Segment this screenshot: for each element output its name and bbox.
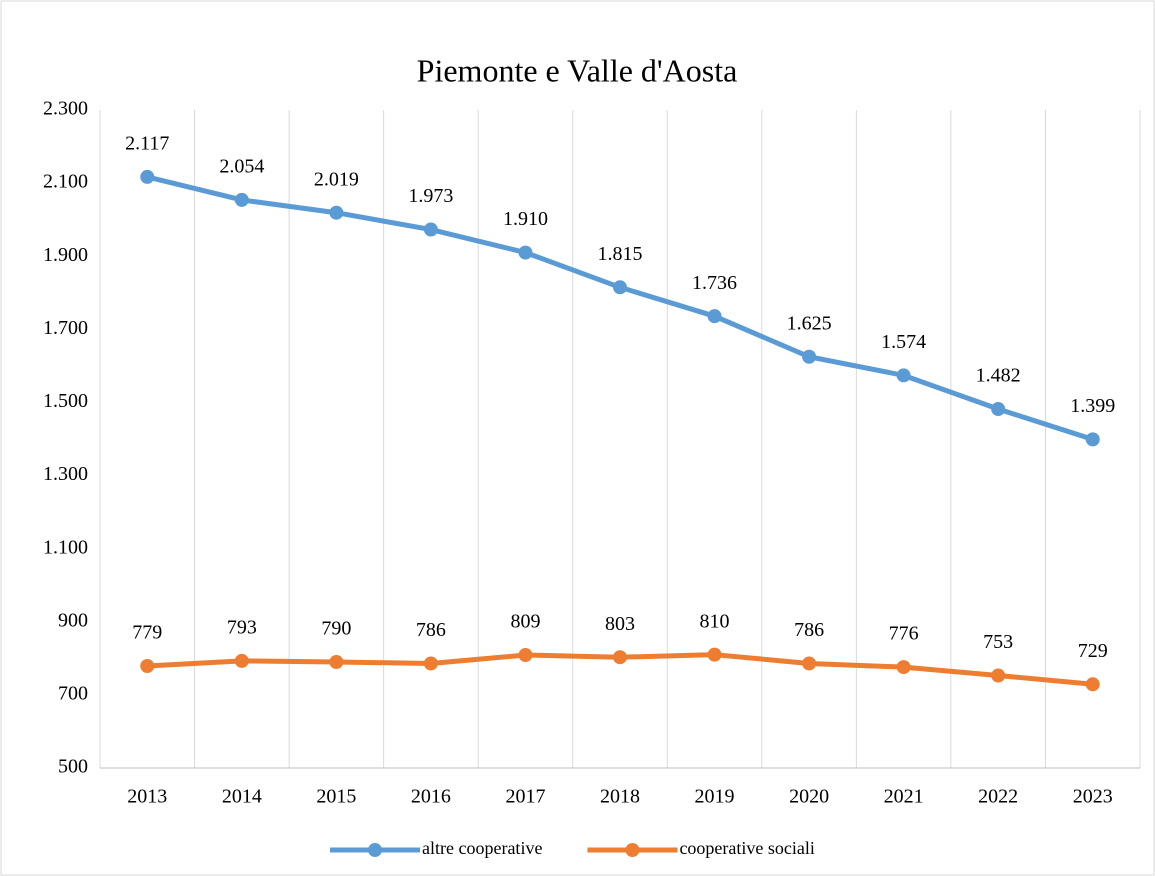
chart-title: Piemonte e Valle d'Aosta bbox=[417, 52, 738, 88]
data-point bbox=[896, 368, 911, 383]
x-tick-label: 2021 bbox=[884, 786, 924, 808]
y-tick-label: 500 bbox=[58, 756, 88, 778]
data-label: 1.399 bbox=[1070, 395, 1115, 417]
data-point bbox=[423, 222, 438, 237]
data-label: 810 bbox=[700, 610, 730, 632]
data-label: 1.574 bbox=[881, 331, 926, 353]
data-point bbox=[140, 169, 155, 184]
data-label: 779 bbox=[132, 622, 162, 644]
data-label: 786 bbox=[416, 619, 446, 641]
data-point bbox=[140, 659, 155, 674]
data-label: 753 bbox=[983, 631, 1013, 653]
y-tick-label: 1.700 bbox=[43, 317, 88, 339]
data-label: 790 bbox=[321, 618, 351, 640]
data-point bbox=[329, 205, 344, 220]
y-tick-label: 2.300 bbox=[43, 98, 88, 120]
y-tick-label: 1.900 bbox=[43, 244, 88, 266]
data-label: 1.736 bbox=[692, 272, 737, 294]
data-point bbox=[707, 309, 722, 324]
data-label: 1.815 bbox=[598, 243, 643, 265]
data-label: 1.910 bbox=[503, 208, 548, 230]
data-label: 793 bbox=[227, 616, 257, 638]
data-label: 803 bbox=[605, 613, 635, 635]
data-label: 1.625 bbox=[787, 312, 832, 334]
y-tick-label: 900 bbox=[58, 609, 88, 631]
data-label: 809 bbox=[510, 611, 540, 633]
data-label: 2.117 bbox=[125, 132, 169, 154]
data-label: 786 bbox=[794, 619, 824, 641]
y-tick-label: 700 bbox=[58, 682, 88, 704]
y-tick-label: 1.500 bbox=[43, 390, 88, 412]
x-tick-label: 2019 bbox=[695, 786, 735, 808]
x-tick-label: 2013 bbox=[127, 786, 167, 808]
y-tick-label: 1.100 bbox=[43, 536, 88, 558]
data-label: 776 bbox=[889, 623, 919, 645]
data-point bbox=[896, 660, 911, 675]
legend-marker bbox=[368, 843, 382, 857]
x-tick-label: 2020 bbox=[789, 786, 829, 808]
x-tick-label: 2014 bbox=[222, 786, 262, 808]
data-label: 2.054 bbox=[219, 156, 264, 178]
data-point bbox=[1085, 432, 1100, 447]
data-point bbox=[518, 245, 533, 260]
data-point bbox=[329, 654, 344, 669]
data-point bbox=[518, 648, 533, 663]
data-point bbox=[234, 653, 249, 668]
data-point bbox=[613, 650, 627, 665]
data-point bbox=[802, 349, 817, 364]
legend-label: altre cooperative bbox=[422, 838, 542, 858]
data-point bbox=[234, 192, 249, 207]
legend-label: cooperative sociali bbox=[679, 838, 814, 858]
legend-marker bbox=[625, 843, 640, 857]
data-point bbox=[423, 656, 438, 671]
data-point bbox=[1085, 677, 1100, 692]
y-tick-label: 2.100 bbox=[43, 171, 88, 193]
data-label: 1.482 bbox=[976, 365, 1021, 387]
data-point bbox=[613, 280, 627, 295]
data-point bbox=[991, 668, 1006, 683]
x-tick-label: 2022 bbox=[978, 786, 1018, 808]
x-tick-label: 2023 bbox=[1073, 786, 1113, 808]
y-tick-label: 1.300 bbox=[43, 463, 88, 485]
data-point bbox=[707, 647, 722, 662]
x-tick-label: 2017 bbox=[505, 786, 545, 808]
data-label: 729 bbox=[1078, 640, 1108, 662]
data-label: 2.019 bbox=[314, 168, 359, 190]
data-point bbox=[991, 402, 1006, 417]
x-tick-label: 2018 bbox=[600, 786, 640, 808]
data-label: 1.973 bbox=[408, 185, 453, 207]
x-tick-label: 2016 bbox=[411, 786, 451, 808]
x-tick-label: 2015 bbox=[316, 786, 356, 808]
data-point bbox=[802, 656, 817, 671]
